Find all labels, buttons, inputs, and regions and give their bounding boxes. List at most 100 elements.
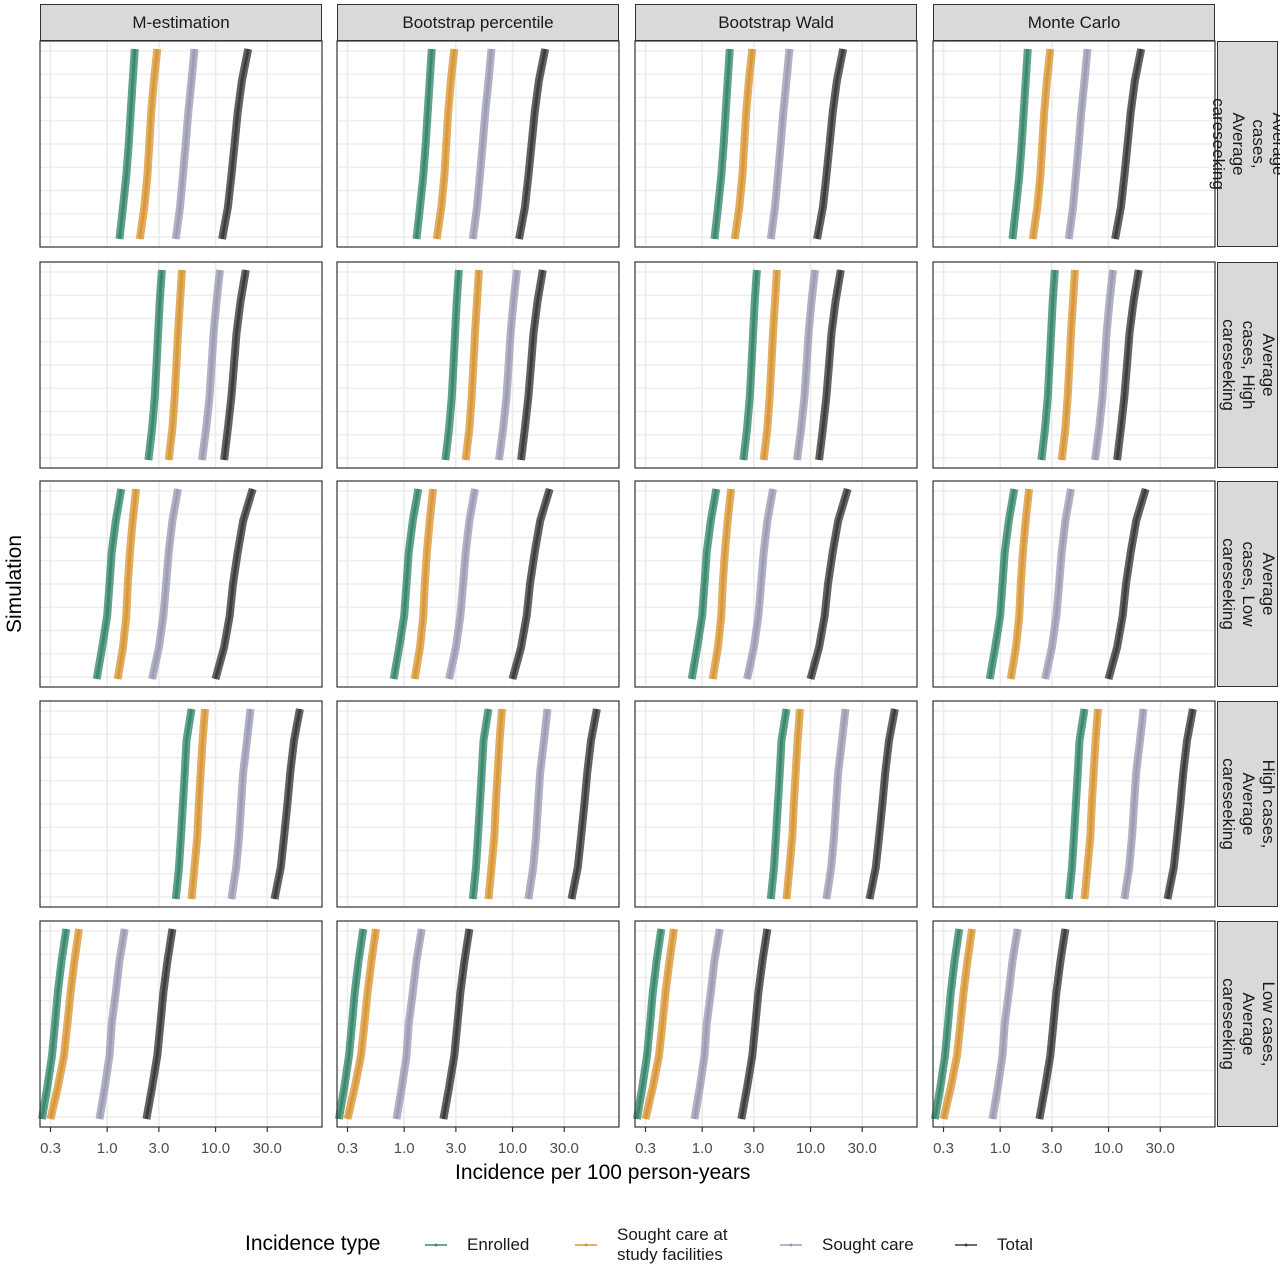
panel-border: [932, 920, 1216, 1128]
series-line: [991, 928, 1020, 1120]
series-line: [229, 708, 252, 900]
series-line: [413, 488, 435, 680]
legend-key-dot: [434, 1243, 438, 1247]
series-line: [222, 269, 248, 461]
series-line: [1122, 708, 1145, 900]
series-line: [1060, 269, 1077, 461]
panel-border: [39, 700, 323, 908]
column-strip: Monte Carlo: [933, 4, 1215, 41]
panel-border: [39, 261, 323, 469]
row-strip-label: High cases, Average careseeking: [1218, 758, 1278, 850]
series-line: [1009, 488, 1031, 680]
row-strip: Average cases, High careseeking: [1217, 262, 1278, 468]
series-line: [337, 928, 365, 1120]
panel-border: [336, 261, 620, 469]
series-line: [942, 928, 974, 1120]
series-line: [49, 928, 81, 1120]
series-line: [1067, 708, 1086, 900]
series-line: [693, 928, 722, 1120]
series-line: [733, 48, 754, 240]
legend-label: Sought care: [822, 1235, 914, 1254]
series-line: [795, 269, 817, 461]
row-strip-label: Average cases, Average careseeking: [1208, 98, 1280, 190]
series-line: [769, 708, 788, 900]
series-line: [392, 488, 420, 680]
row-strip: Low cases, Average careseeking: [1217, 921, 1278, 1127]
series-line: [471, 708, 490, 900]
series-line: [150, 488, 180, 680]
panel-border: [932, 700, 1216, 908]
series-line: [447, 488, 477, 680]
series-line: [167, 269, 184, 461]
series-line: [464, 269, 481, 461]
legend-label: Sought care at study facilities: [617, 1225, 728, 1264]
x-tick-label: 0.3: [933, 1140, 954, 1157]
row-strip-label: Average cases, Low careseeking: [1218, 538, 1278, 630]
panel-border: [932, 40, 1216, 248]
panel-border: [634, 261, 918, 469]
row-strip: High cases, Average careseeking: [1217, 701, 1278, 907]
x-tick-label: 10.0: [200, 1140, 231, 1157]
series-line: [273, 708, 302, 900]
series-line: [1083, 708, 1100, 900]
series-line: [487, 708, 504, 900]
row-strip-label: Low cases, Average careseeking: [1218, 978, 1278, 1070]
x-tick-label: 1.0: [96, 1140, 118, 1157]
x-tick-label: 1.0: [393, 1140, 415, 1157]
series-line: [1107, 488, 1148, 680]
series-line: [1039, 269, 1057, 461]
series-line: [441, 928, 471, 1120]
panel-border: [634, 700, 918, 908]
x-tick-label: 3.0: [1041, 1140, 1063, 1157]
x-axis-label: Incidence per 100 person-years: [455, 1161, 751, 1184]
series-line: [118, 48, 137, 240]
series-line: [144, 928, 174, 1120]
series-line: [415, 48, 434, 240]
series-line: [785, 708, 802, 900]
series-line: [713, 48, 732, 240]
series-line: [690, 488, 718, 680]
series-line: [116, 488, 138, 680]
series-line: [214, 488, 255, 680]
legend-key-dot: [964, 1243, 968, 1247]
series-line: [174, 48, 196, 240]
x-tick-label: 0.3: [635, 1140, 656, 1157]
series-line: [395, 928, 424, 1120]
x-tick-label: 30.0: [847, 1140, 877, 1157]
series-line: [933, 928, 961, 1120]
series-line: [138, 48, 159, 240]
legend-title: Incidence type: [245, 1232, 381, 1255]
row-strip: Average cases, Average careseeking: [1209, 41, 1280, 247]
series-line: [526, 708, 549, 900]
x-tick-label: 0.3: [337, 1140, 358, 1157]
series-line: [220, 48, 250, 240]
x-tick-label: 0.3: [40, 1140, 61, 1157]
x-tick-label: 10.0: [1093, 1140, 1124, 1157]
x-tick-label: 3.0: [743, 1140, 765, 1157]
series-line: [824, 708, 847, 900]
panel-border: [39, 480, 323, 688]
series-line: [745, 488, 775, 680]
series-line: [1067, 48, 1089, 240]
panel-border: [336, 920, 620, 1128]
series-line: [762, 269, 779, 461]
series-line: [1166, 708, 1195, 900]
x-tick-label: 10.0: [795, 1140, 826, 1157]
series-line: [497, 269, 519, 461]
panel-border: [634, 920, 918, 1128]
series-line: [146, 269, 164, 461]
x-tick-label: 1.0: [691, 1140, 713, 1157]
series-line: [739, 928, 769, 1120]
panel-border: [634, 480, 918, 688]
x-tick-label: 3.0: [445, 1140, 467, 1157]
x-tick-label: 30.0: [549, 1140, 579, 1157]
legend-key-dot: [584, 1243, 588, 1247]
series-line: [769, 48, 791, 240]
series-line: [517, 48, 547, 240]
panel-border: [336, 700, 620, 908]
column-strip: Bootstrap percentile: [337, 4, 619, 41]
column-strip: M-estimation: [40, 4, 322, 41]
series-line: [817, 269, 843, 461]
series-line: [1115, 269, 1141, 461]
